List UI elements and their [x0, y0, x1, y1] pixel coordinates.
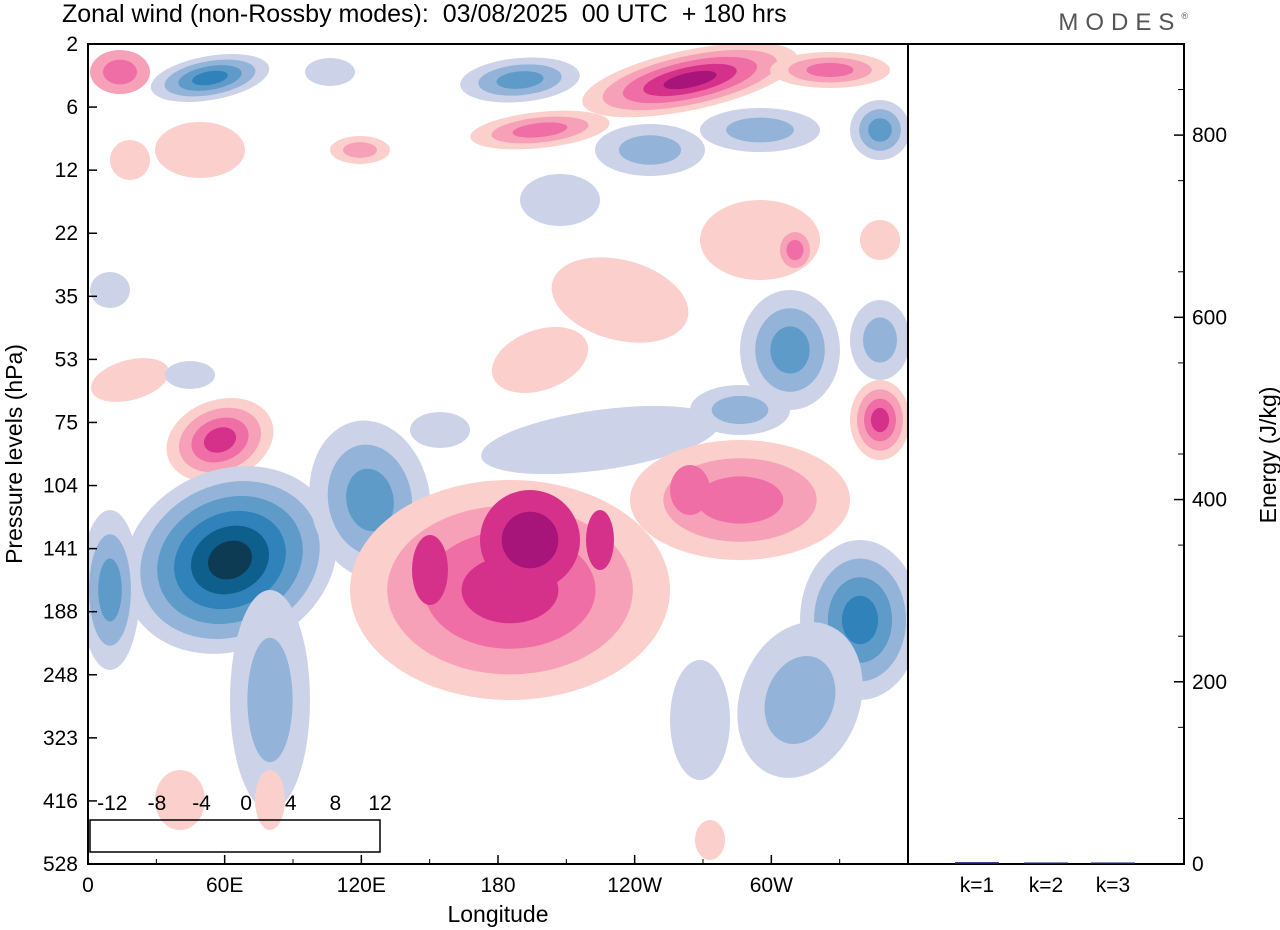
- energy-tick-label: 800: [1192, 124, 1227, 147]
- contour-1-3: [192, 70, 228, 86]
- y-tick-label: 2: [66, 33, 78, 56]
- energy-bars: [955, 862, 1135, 864]
- contour-32-1: [247, 637, 293, 763]
- contour-41-0: [670, 660, 730, 780]
- y-tick-label: 53: [55, 348, 78, 371]
- contour-44-0: [695, 820, 725, 860]
- logo-text: MODES: [1058, 9, 1182, 36]
- y-tick-label: 528: [43, 853, 78, 876]
- heatmap-field: [88, 44, 908, 860]
- contour-5-2: [512, 122, 568, 138]
- energy-frame: [907, 43, 1185, 865]
- colorbar-label: 12: [368, 792, 391, 815]
- contour-0-1: [103, 59, 137, 85]
- logo-mark: ®: [1181, 11, 1188, 21]
- y-tick-label: 323: [43, 727, 78, 750]
- contour-29-5: [207, 540, 253, 580]
- energy-bar-k=3: [1091, 862, 1135, 864]
- contour-18-0: [551, 257, 689, 343]
- colorbar-label: 8: [330, 792, 342, 815]
- x-tick-label: 60W: [750, 874, 793, 897]
- contour-6-2: [806, 62, 854, 78]
- contour-24-3: [203, 427, 237, 453]
- energy-y-axis: 0 200 400 600 800: [1174, 89, 1227, 876]
- colorbar-label: 0: [240, 792, 252, 815]
- energy-tick-label: 0: [1192, 853, 1204, 876]
- contour-2-0: [305, 58, 355, 86]
- y-tick-label: 188: [43, 601, 78, 624]
- chart-title: Zonal wind (non-Rossby modes): 03/08/202…: [62, 0, 787, 28]
- contour-30-2: [98, 558, 122, 622]
- energy-tick-label: 400: [1192, 489, 1227, 512]
- contour-9-1: [726, 117, 794, 143]
- contour-34-1: [501, 511, 559, 569]
- contour-15-1: [786, 239, 804, 261]
- y-tick-label: 6: [66, 96, 78, 119]
- contour-8-1: [618, 135, 682, 165]
- y-tick-label: 141: [43, 538, 78, 561]
- x-tick-label: 180: [480, 874, 515, 897]
- y-tick-label: 22: [55, 222, 78, 245]
- contour-36-0: [586, 510, 614, 570]
- energy-tick-label: 200: [1192, 671, 1227, 694]
- y-tick-label: 35: [55, 285, 78, 308]
- contour-42-0: [155, 770, 205, 830]
- contour-26-0: [481, 405, 719, 475]
- x-tick-label: 120E: [337, 874, 386, 897]
- energy-bar-k=2: [1024, 862, 1068, 864]
- contour-27-1: [711, 395, 769, 425]
- contour-3-2: [496, 71, 544, 89]
- contour-43-0: [255, 770, 285, 830]
- x-axis: 0 60E 120E 180 120W 60W: [82, 855, 841, 897]
- contour-12-0: [110, 140, 150, 180]
- contour-38-0: [670, 465, 710, 515]
- contour-39-3: [841, 595, 879, 645]
- colorbar-label: -8: [148, 792, 167, 815]
- energy-categories: k=1 k=2 k=3: [960, 874, 1130, 897]
- contour-31-2: [346, 468, 394, 532]
- x-tick-label: 0: [82, 874, 94, 897]
- modes-logo: MODES®: [1058, 9, 1188, 37]
- y-tick-label: 248: [43, 664, 78, 687]
- y-axis: 2 6 12 22 35 53 75 104 141 188 248 323 416 528: [43, 33, 97, 876]
- contour-11-0: [155, 122, 245, 178]
- y-tick-label: 75: [55, 411, 78, 434]
- energy-axis-label: Energy (J/kg): [1255, 387, 1280, 524]
- contour-25-0: [410, 412, 470, 448]
- energy-category-label: k=3: [1096, 874, 1130, 897]
- energy-panel: 0 200 400 600 800 k=1 k=2 k=3 Energy (J/kg): [907, 43, 1280, 897]
- colorbar: -12 -8 -4 0 4 8 12: [89, 792, 392, 853]
- colorbar-label: -4: [192, 792, 211, 815]
- contour-23-0: [165, 361, 215, 389]
- y-tick-label: 12: [55, 159, 78, 182]
- contour-19-0: [491, 327, 589, 393]
- x-tick-label: 60E: [206, 874, 243, 897]
- contour-28-3: [870, 407, 890, 433]
- energy-category-label: k=2: [1029, 874, 1063, 897]
- y-tick-label: 416: [43, 790, 78, 813]
- contour-16-0: [860, 220, 900, 260]
- energy-category-label: k=1: [960, 874, 994, 897]
- contour-22-0: [91, 358, 169, 402]
- y-axis-label: Pressure levels (hPa): [1, 344, 27, 564]
- colorbar-label: -12: [97, 792, 127, 815]
- colorbar-frame: [89, 819, 381, 853]
- x-axis-label: Longitude: [447, 901, 548, 927]
- contour-40-1: [764, 655, 836, 745]
- energy-bar-k=1: [955, 862, 999, 864]
- contour-21-1: [863, 317, 897, 363]
- contour-4-4: [663, 70, 717, 90]
- contour-13-1: [343, 142, 377, 158]
- contour-17-0: [90, 272, 130, 308]
- colorbar-label: 4: [285, 792, 297, 815]
- energy-tick-label: 600: [1192, 306, 1227, 329]
- contour-20-2: [770, 326, 810, 374]
- contour-7-2: [868, 118, 892, 142]
- contour-10-0: [520, 174, 600, 226]
- contour-37-2: [696, 476, 784, 524]
- y-tick-label: 104: [43, 475, 78, 498]
- contour-35-0: [412, 535, 448, 605]
- x-tick-label: 120W: [607, 874, 662, 897]
